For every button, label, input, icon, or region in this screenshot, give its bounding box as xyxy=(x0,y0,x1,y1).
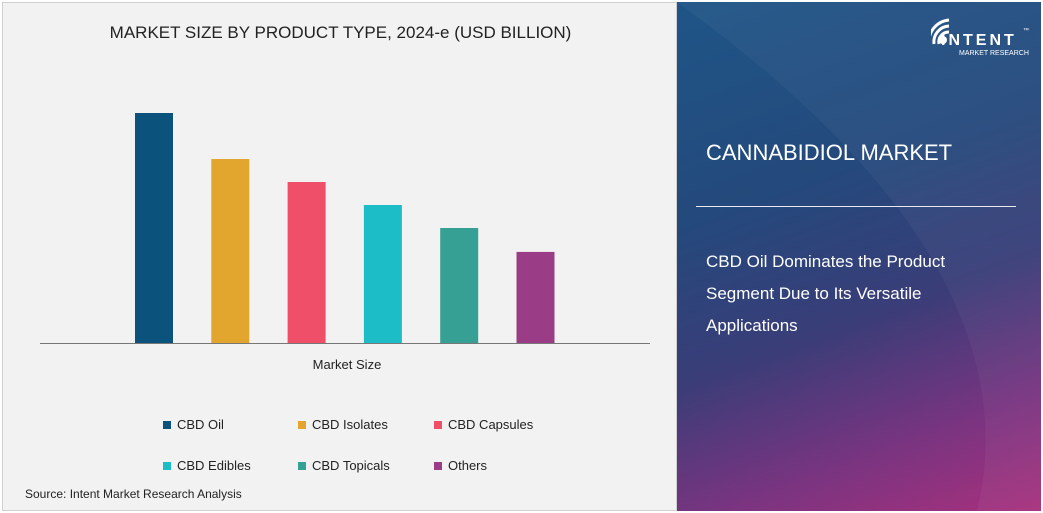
legend-label: Others xyxy=(448,458,488,473)
decorative-curve xyxy=(677,2,1041,511)
bar-cbd-topicals xyxy=(440,228,479,343)
chart-title: MARKET SIZE BY PRODUCT TYPE, 2024-e (USD… xyxy=(109,23,572,42)
market-subtitle: CBD Oil Dominates the Product Segment Du… xyxy=(706,252,946,335)
legend-item: CBD Topicals xyxy=(298,458,390,473)
logo-text: INTENT xyxy=(941,32,1017,49)
legend-label: CBD Capsules xyxy=(448,417,534,432)
divider xyxy=(696,206,1016,207)
market-title: CANNABIDIOL MARKET xyxy=(706,140,953,165)
legend-label: CBD Isolates xyxy=(312,417,388,432)
bar-cbd-isolates xyxy=(211,159,250,343)
source-note: Source: Intent Market Research Analysis xyxy=(25,487,242,501)
legend-item: CBD Edibles xyxy=(163,458,251,473)
legend-swatch xyxy=(298,420,306,429)
legend-item: CBD Capsules xyxy=(434,417,533,432)
legend-label: CBD Oil xyxy=(177,417,224,432)
legend-swatch xyxy=(434,420,442,429)
legend-swatch xyxy=(163,420,171,429)
bar-cbd-edibles xyxy=(363,205,402,343)
logo-tm: ™ xyxy=(1023,28,1029,34)
legend-label: CBD Edibles xyxy=(177,458,251,473)
legend-swatch xyxy=(434,461,442,470)
legend-item: CBD Oil xyxy=(163,417,224,432)
bar-cbd-capsules xyxy=(287,182,326,343)
bar-others xyxy=(516,251,555,343)
x-axis-label: Market Size xyxy=(312,357,382,372)
legend-item: CBD Isolates xyxy=(298,417,388,432)
legend-item: Others xyxy=(434,458,487,473)
info-panel: INTENT ™ MARKET RESEARCH CANNABIDIOL MAR… xyxy=(677,2,1041,511)
legend-swatch xyxy=(163,461,171,470)
bar-cbd-oil xyxy=(135,113,173,343)
legend-swatch xyxy=(298,461,306,470)
logo-subtext: MARKET RESEARCH xyxy=(959,50,1029,57)
chart-panel: MARKET SIZE BY PRODUCT TYPE, 2024-e (USD… xyxy=(2,2,677,511)
signal-icon xyxy=(931,18,950,45)
legend-label: CBD Topicals xyxy=(312,458,390,473)
bar-chart xyxy=(40,113,650,344)
